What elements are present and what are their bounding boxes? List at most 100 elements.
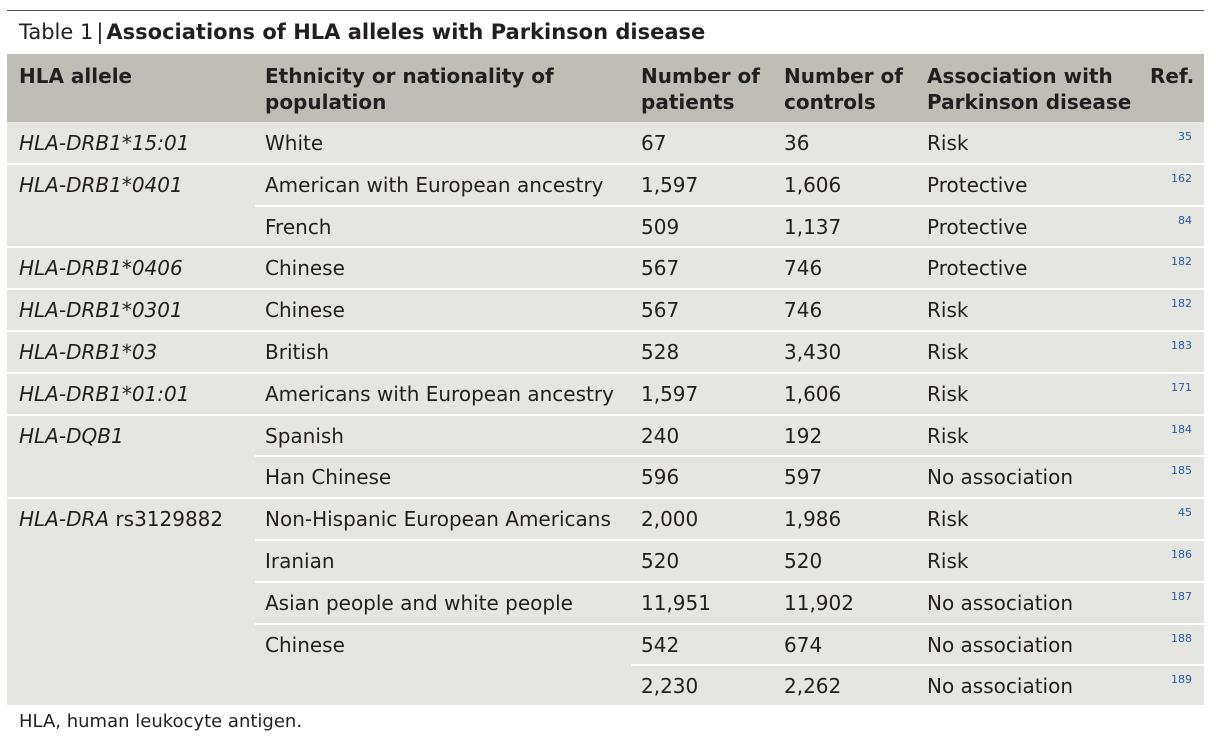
- row-divider: [7, 371, 1204, 374]
- cell-population: Spanish: [265, 423, 344, 448]
- allele-name: HLA-DRA: [19, 507, 110, 532]
- cell-ref-link[interactable]: 184: [1171, 422, 1192, 436]
- cell-association: No association: [927, 465, 1074, 490]
- cell-population: Asian people and white people: [265, 590, 573, 615]
- allele-name: HLA-DQB1: [19, 423, 124, 448]
- cell-ref-link[interactable]: 189: [1171, 673, 1192, 687]
- allele-name: HLA-DRB1*0406: [19, 256, 183, 281]
- cell-ref-link[interactable]: 183: [1171, 339, 1192, 352]
- cell-association: Risk: [927, 298, 969, 323]
- cell-association: Risk: [927, 131, 969, 155]
- cell-patients: 240: [641, 423, 680, 448]
- allele-name: HLA-DRB1*01:01: [19, 381, 190, 406]
- cell-association: Risk: [927, 340, 969, 364]
- cell-controls: 2,262: [784, 674, 842, 699]
- table-caption: Table 1 | Associations of HLA alleles with…: [19, 19, 705, 45]
- cell-ref-link[interactable]: 187: [1171, 589, 1192, 603]
- cell-patients: 567: [641, 256, 680, 281]
- cell-population: British: [265, 340, 329, 364]
- cell-ref-link[interactable]: 186: [1171, 548, 1192, 561]
- cell-patients: 1,597: [641, 172, 699, 197]
- cell-association: Risk: [927, 381, 969, 406]
- row-divider: [255, 455, 1204, 458]
- cell-ref-link[interactable]: 45: [1178, 506, 1192, 520]
- cell-patients: 596: [641, 465, 680, 490]
- cell-patients: 1,597: [641, 381, 699, 406]
- cell-hla-allele: HLA-DRA rs3129882: [19, 506, 223, 532]
- cell-association: Risk: [927, 423, 969, 448]
- cell-hla-allele: HLA-DRB1*0301: [19, 297, 183, 323]
- table-label: Table 1: [19, 20, 94, 44]
- header-controls-line2: controls: [784, 90, 876, 114]
- row-divider: [7, 413, 1204, 416]
- header-population-line2: population: [265, 90, 387, 114]
- cell-ref-link[interactable]: 171: [1171, 380, 1192, 394]
- row-divider: [7, 330, 1204, 332]
- allele-name: HLA-DRB1*0301: [19, 298, 183, 323]
- allele-name: HLA-DRB1*03: [19, 340, 158, 364]
- cell-controls: 1,137: [784, 214, 842, 239]
- caption-separator: |: [96, 20, 104, 44]
- cell-ref-link[interactable]: 185: [1171, 464, 1192, 478]
- data-table: HLA allele Ethnicity or nationality of p…: [7, 54, 1204, 705]
- cell-hla-allele: HLA-DRB1*0406: [19, 255, 183, 281]
- cell-controls: 597: [784, 465, 823, 490]
- row-divider: [631, 664, 1204, 667]
- row-divider: [7, 497, 1204, 500]
- header-hla-allele: HLA allele: [19, 63, 132, 89]
- cell-ref-link[interactable]: 188: [1171, 631, 1192, 645]
- cell-patients: 67: [641, 131, 667, 155]
- cell-controls: 3,430: [784, 340, 842, 364]
- header-controls: Number of controls: [784, 63, 903, 115]
- cell-population: Chinese: [265, 256, 345, 281]
- cell-patients: 542: [641, 632, 680, 657]
- cell-population: Non-Hispanic European Americans: [265, 507, 611, 532]
- header-association-line1: Association with: [927, 64, 1113, 88]
- row-divider: [7, 246, 1204, 249]
- cell-controls: 1,606: [784, 172, 842, 197]
- header-population-line1: Ethnicity or nationality of: [265, 64, 554, 88]
- row-divider: [255, 204, 1204, 207]
- cell-patients: 567: [641, 298, 680, 323]
- cell-controls: 746: [784, 298, 823, 323]
- cell-hla-allele: HLA-DRB1*15:01: [19, 130, 189, 156]
- cell-population: Chinese: [265, 632, 345, 657]
- cell-population: French: [265, 214, 332, 239]
- header-controls-line1: Number of: [784, 64, 903, 88]
- cell-controls: 1,986: [784, 507, 842, 532]
- cell-ref-link[interactable]: 35: [1178, 130, 1192, 143]
- cell-association: Risk: [927, 507, 969, 532]
- cell-ref-link[interactable]: 182: [1171, 297, 1192, 311]
- cell-patients: 2,230: [641, 674, 699, 699]
- cell-ref-link[interactable]: 162: [1171, 171, 1192, 185]
- cell-patients: 11,951: [641, 590, 711, 615]
- cell-patients: 528: [641, 340, 680, 364]
- cell-association: No association: [927, 674, 1074, 699]
- header-association: Association with Parkinson disease: [927, 63, 1131, 115]
- cell-association: Protective: [927, 214, 1028, 239]
- cell-association: No association: [927, 590, 1074, 615]
- header-patients: Number of patients: [641, 63, 760, 115]
- cell-hla-allele: HLA-DQB1: [19, 423, 124, 449]
- cell-population: White: [265, 131, 324, 155]
- cell-population: Iranian: [265, 549, 335, 573]
- cell-controls: 674: [784, 632, 823, 657]
- cell-population: Americans with European ancestry: [265, 381, 614, 406]
- cell-controls: 520: [784, 549, 823, 573]
- cell-controls: 36: [784, 131, 810, 155]
- cell-controls: 11,902: [784, 590, 854, 615]
- top-rule: [7, 10, 1204, 11]
- table-header-row: HLA allele Ethnicity or nationality of p…: [7, 54, 1204, 122]
- cell-controls: 1,606: [784, 381, 842, 406]
- cell-ref-link[interactable]: 84: [1178, 213, 1192, 227]
- cell-ref-link[interactable]: 182: [1171, 255, 1192, 269]
- row-divider: [255, 622, 1204, 625]
- header-patients-line2: patients: [641, 90, 735, 114]
- cell-hla-allele: HLA-DRB1*01:01: [19, 381, 189, 407]
- header-ref: Ref.: [1150, 63, 1194, 89]
- allele-name: HLA-DRB1*0401: [19, 172, 183, 197]
- cell-association: No association: [927, 632, 1074, 657]
- header-association-line2: Parkinson disease: [927, 90, 1132, 114]
- header-patients-line1: Number of: [641, 64, 760, 88]
